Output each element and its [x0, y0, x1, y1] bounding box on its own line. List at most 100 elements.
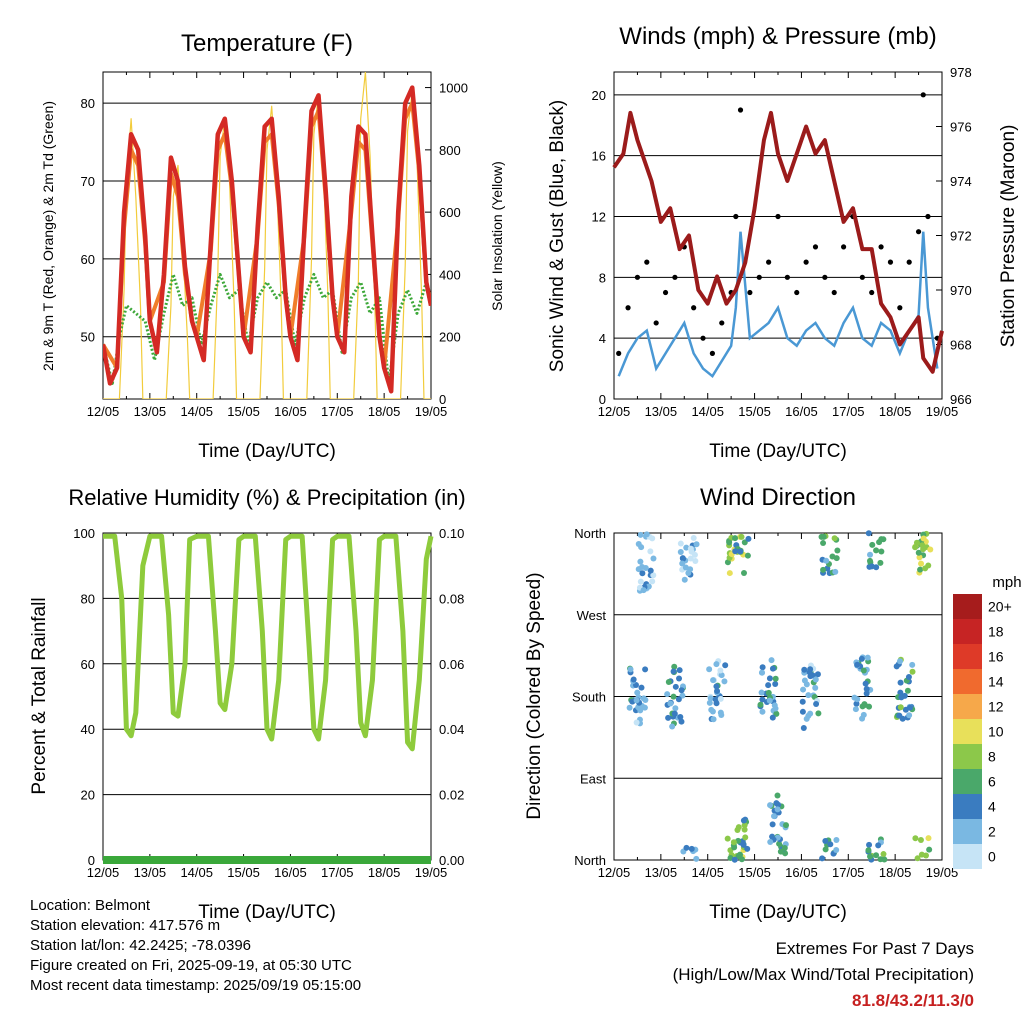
y-tick-label: 4	[599, 331, 606, 346]
direction-point	[880, 851, 887, 858]
x-tick-label: 19/05	[926, 865, 959, 880]
direction-point	[769, 821, 776, 828]
direction-point	[805, 692, 812, 699]
direction-point	[858, 655, 865, 662]
x-tick-label: 18/05	[368, 404, 401, 419]
x-tick-label: 15/05	[227, 404, 260, 419]
direction-point	[642, 565, 649, 572]
direction-point	[633, 719, 640, 726]
direction-point	[643, 531, 650, 538]
plot-area: 12/05 13/05 14/05 15/05 16/05 17/05 18/05 19/05…	[592, 65, 972, 419]
y-axis-label-right: Solar Insolation (Yellow)	[489, 161, 505, 311]
direction-point	[676, 667, 683, 674]
direction-point	[665, 714, 672, 721]
plot-area: 12/05 13/05 14/05 15/05 16/05 17/05 18/05 19/05…	[81, 71, 468, 419]
y-tick-label: 80	[81, 591, 95, 606]
colorbar-swatch	[953, 644, 982, 669]
direction-point	[664, 691, 671, 698]
gust-point	[915, 229, 922, 235]
direction-point	[774, 792, 781, 799]
direction-point	[638, 684, 645, 691]
direction-point	[650, 572, 657, 579]
x-axis-label: Time (Day/UTC)	[198, 902, 336, 923]
direction-point	[669, 723, 676, 730]
direction-point	[926, 846, 933, 853]
direction-point	[877, 559, 884, 566]
y-right-tick-label: 0.00	[439, 853, 464, 868]
direction-point	[916, 554, 923, 561]
direction-point	[773, 710, 780, 717]
x-tick-label: 12/05	[87, 865, 120, 880]
gust-point	[920, 92, 926, 98]
y-tick-label: 60	[81, 657, 95, 672]
direction-point	[897, 704, 904, 711]
panel-title: Winds (mph) & Pressure (mb)	[619, 23, 936, 50]
direction-point	[710, 677, 717, 684]
direction-point	[708, 706, 715, 713]
y-tick-label: 100	[73, 526, 95, 541]
direction-point	[677, 548, 684, 555]
direction-point	[670, 668, 677, 675]
direction-point	[637, 578, 644, 585]
y-right-tick-label: 400	[439, 267, 461, 282]
gust-point	[766, 259, 772, 265]
y-right-tick-label: 0	[439, 392, 446, 407]
colorbar-swatch	[953, 719, 982, 744]
direction-point	[726, 539, 733, 546]
direction-point	[677, 713, 684, 720]
direction-point	[918, 851, 925, 858]
gust-point	[822, 274, 828, 280]
direction-point	[767, 838, 774, 845]
direction-point	[634, 689, 641, 696]
direction-point	[822, 838, 829, 845]
colorbar-swatch	[953, 594, 982, 619]
direction-point	[867, 551, 874, 558]
direction-point	[718, 672, 725, 679]
direction-point	[812, 676, 819, 683]
direction-point	[717, 695, 724, 702]
plot-area: 12/05 13/05 14/05 15/05 16/05 17/05 18/05 19/05…	[73, 526, 464, 880]
direction-point	[873, 852, 880, 859]
direction-point	[769, 665, 776, 672]
direction-point	[718, 711, 725, 718]
direction-point	[706, 666, 713, 673]
y-tick-label: West	[577, 608, 607, 623]
direction-point	[880, 536, 887, 543]
direction-point	[909, 668, 916, 675]
panel-temperature: Temperature (F) 12/05 13/05 14/05 15/05 16/0…	[40, 30, 505, 462]
direction-point	[904, 687, 911, 694]
panel-humidity: Relative Humidity (%) & Precipitation (i…	[29, 485, 466, 923]
direction-point	[677, 540, 684, 547]
direction-point	[800, 686, 807, 693]
colorbar-tick-label: 6	[988, 774, 996, 790]
direction-point	[773, 800, 780, 807]
colorbar-swatch	[953, 769, 982, 794]
gust-point	[634, 274, 641, 280]
gust-point	[737, 107, 744, 113]
direction-point	[714, 688, 721, 695]
direction-point	[914, 855, 921, 862]
direction-point	[717, 667, 724, 674]
direction-point	[768, 657, 775, 664]
direction-point	[724, 559, 731, 566]
x-axis-label: Time (Day/UTC)	[198, 441, 336, 462]
direction-point	[726, 570, 733, 577]
direction-point	[635, 540, 642, 547]
x-tick-label: 15/05	[738, 404, 771, 419]
direction-point	[670, 693, 677, 700]
x-tick-label: 19/05	[415, 865, 448, 880]
gust-point	[616, 350, 622, 356]
gust-point	[878, 244, 884, 250]
x-tick-label: 17/05	[321, 404, 354, 419]
direction-point	[799, 698, 806, 705]
y-axis-label-left: 2m & 9m T (Red, Orange) & 2m Td (Green)	[40, 101, 56, 371]
y-right-tick-label: 0.08	[439, 591, 464, 606]
direction-point	[637, 558, 644, 565]
series-2m-td	[103, 272, 431, 385]
direction-point	[678, 687, 685, 694]
panel-title: Wind Direction	[700, 484, 856, 511]
direction-point	[800, 724, 807, 731]
direction-point	[759, 669, 766, 676]
gust-point	[756, 274, 762, 280]
